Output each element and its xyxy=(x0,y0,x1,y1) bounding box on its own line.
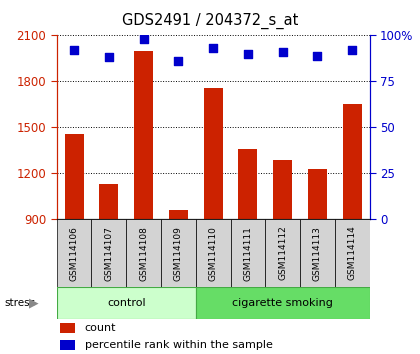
Bar xyxy=(335,219,370,287)
Bar xyxy=(169,210,188,219)
Text: GSM114108: GSM114108 xyxy=(139,225,148,281)
Text: GSM114107: GSM114107 xyxy=(104,225,113,281)
Text: cigarette smoking: cigarette smoking xyxy=(232,298,333,308)
Point xyxy=(175,58,182,64)
Bar xyxy=(92,219,126,287)
Bar xyxy=(60,323,76,333)
Point xyxy=(314,53,321,58)
Text: GSM114113: GSM114113 xyxy=(313,225,322,281)
Text: GSM114109: GSM114109 xyxy=(174,225,183,281)
Bar xyxy=(204,87,223,219)
Text: GDS2491 / 204372_s_at: GDS2491 / 204372_s_at xyxy=(122,12,298,29)
Text: control: control xyxy=(107,298,146,308)
Text: percentile rank within the sample: percentile rank within the sample xyxy=(85,340,273,350)
Text: ▶: ▶ xyxy=(29,297,38,310)
Text: GSM114112: GSM114112 xyxy=(278,226,287,280)
Bar xyxy=(231,219,265,287)
Text: GSM114114: GSM114114 xyxy=(348,226,357,280)
Bar xyxy=(65,133,84,219)
Point xyxy=(244,51,251,57)
Text: GSM114110: GSM114110 xyxy=(209,225,218,281)
Bar xyxy=(161,219,196,287)
Bar xyxy=(126,219,161,287)
Text: count: count xyxy=(85,323,116,333)
Point xyxy=(71,47,77,53)
Bar xyxy=(57,219,92,287)
Point xyxy=(140,36,147,42)
Bar xyxy=(60,340,76,350)
Bar xyxy=(99,184,118,219)
Point xyxy=(210,45,217,51)
Bar xyxy=(265,219,300,287)
Point xyxy=(279,49,286,55)
Bar xyxy=(300,219,335,287)
Bar xyxy=(239,149,257,219)
Point xyxy=(105,55,112,60)
Text: stress: stress xyxy=(4,298,35,308)
Bar xyxy=(308,169,327,219)
Point xyxy=(349,47,356,53)
Text: GSM114106: GSM114106 xyxy=(70,225,79,281)
Bar xyxy=(134,51,153,219)
Bar xyxy=(273,160,292,219)
Text: GSM114111: GSM114111 xyxy=(244,225,252,281)
Bar xyxy=(343,104,362,219)
Bar xyxy=(196,219,231,287)
Bar xyxy=(57,287,196,319)
Bar xyxy=(196,287,370,319)
